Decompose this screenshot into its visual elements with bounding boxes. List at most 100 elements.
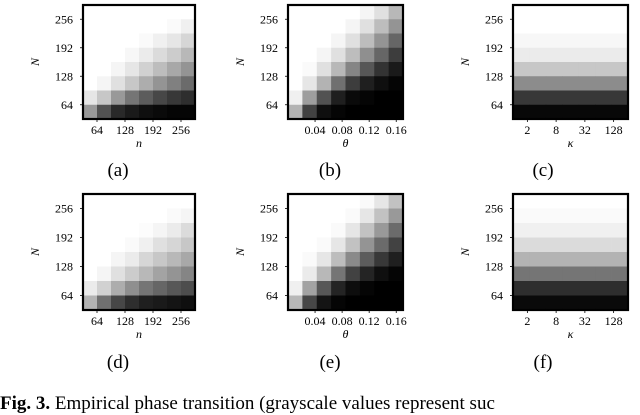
heatmap-cell [181, 104, 196, 120]
y-tick-label: 192 [55, 41, 73, 55]
heatmap-cell [97, 237, 112, 253]
heatmap-cell [181, 19, 196, 34]
heatmap-cell [331, 90, 346, 106]
heatmap-cell [139, 19, 154, 34]
heatmap-cell [316, 5, 332, 20]
heatmap-cell [153, 237, 168, 253]
heatmap-cell [562, 208, 580, 224]
heatmap-cell [83, 266, 98, 282]
y-tick-label: 128 [260, 260, 278, 274]
heatmap-cell [125, 237, 140, 253]
heatmap-cell [153, 252, 168, 267]
heatmap-cell [562, 33, 580, 49]
heatmap-cell [83, 104, 98, 120]
y-axis-label: N [458, 247, 472, 257]
heatmap-cell [302, 33, 318, 49]
heatmap-cell [288, 252, 303, 267]
heatmap-cell [331, 295, 346, 311]
y-tick-label: 192 [485, 231, 503, 245]
heatmap-cell [316, 47, 332, 63]
heatmap-cell [288, 90, 303, 106]
heatmap-cell [529, 223, 547, 238]
heatmap-cell [578, 266, 596, 282]
heatmap-cell [302, 281, 318, 296]
heatmap-cell [359, 5, 375, 20]
x-tick-label: 32 [579, 314, 591, 328]
y-tick-label: 64 [61, 289, 73, 303]
heatmap-cell [302, 62, 318, 77]
heatmap-cell [359, 47, 375, 63]
subfigure-label-b: (b) [318, 160, 342, 181]
heatmap-cell [111, 223, 126, 238]
heatmap-cell [374, 19, 390, 34]
heatmap-cell [125, 5, 140, 20]
heatmap-cell [288, 62, 303, 77]
subfigure-label-d: (d) [106, 352, 130, 373]
heatmap-cell [83, 33, 98, 49]
heatmap-cell [578, 104, 596, 120]
x-axis-label: n [136, 136, 142, 150]
heatmap-cell [167, 281, 182, 296]
heatmap-cell [359, 223, 375, 238]
heatmap-cell [316, 223, 332, 238]
heatmap-cell [545, 19, 563, 34]
heatmap-cell [316, 281, 332, 296]
heatmap-cell [388, 281, 404, 296]
heatmap-cell [359, 266, 375, 282]
heatmap-cell [288, 266, 303, 282]
heatmap-cell [83, 5, 98, 20]
heatmap-cell [125, 62, 140, 77]
plot-frame [286, 192, 405, 312]
heatmap-cell [125, 104, 140, 120]
heatmap-cell [345, 237, 361, 253]
heatmap-cell [388, 223, 404, 238]
x-tick-label: 64 [91, 314, 103, 328]
heatmap-cell [302, 5, 318, 20]
heatmap-cell [331, 76, 346, 91]
heatmap-cell [611, 19, 629, 34]
heatmap-cell [181, 281, 196, 296]
heatmap-cell [83, 19, 98, 34]
heatmap-cell [97, 19, 112, 34]
heatmap-cells [288, 194, 404, 311]
heatmap-cell [125, 33, 140, 49]
heatmap-cell [125, 90, 140, 106]
heatmap-cell [139, 104, 154, 120]
heatmap-cell [167, 62, 182, 77]
y-tick-label: 256 [260, 202, 278, 216]
heatmap-cells [83, 194, 196, 311]
heatmap-cell [288, 295, 303, 311]
heatmap-cell [153, 104, 168, 120]
x-tick-label: 128 [605, 123, 623, 137]
heatmap-cell [111, 19, 126, 34]
plot-frame [511, 192, 630, 312]
heatmap-cell [345, 194, 361, 209]
heatmap-cell [611, 90, 629, 106]
heatmap-cell [513, 62, 530, 77]
heatmap-cell [288, 237, 303, 253]
heatmap-cell [111, 252, 126, 267]
y-tick-label: 256 [260, 12, 278, 26]
heatmap-cell [139, 237, 154, 253]
figure-caption: Fig. 3. Empirical phase transition (gray… [0, 393, 495, 415]
heatmap-cell [595, 33, 612, 49]
heatmap-cell [529, 5, 547, 20]
heatmap-cell [153, 62, 168, 77]
x-axis-label: κ [568, 327, 574, 341]
heatmap-cell [316, 33, 332, 49]
x-tick-label: 2 [524, 123, 530, 137]
heatmap-cell [97, 90, 112, 106]
heatmap-cell [513, 104, 530, 120]
y-axis-label: N [233, 247, 247, 257]
heatmap-cell [153, 223, 168, 238]
heatmap-cell [388, 295, 404, 311]
heatmap-cell [359, 33, 375, 49]
heatmap-cell [529, 208, 547, 224]
heatmap-cells [83, 5, 196, 120]
heatmap-cell [111, 90, 126, 106]
heatmap-cell [111, 208, 126, 224]
y-tick-label: 64 [266, 98, 278, 112]
y-axis-label: N [28, 247, 42, 257]
x-tick-label: 0.04 [305, 123, 326, 137]
x-tick-label: 192 [144, 123, 162, 137]
